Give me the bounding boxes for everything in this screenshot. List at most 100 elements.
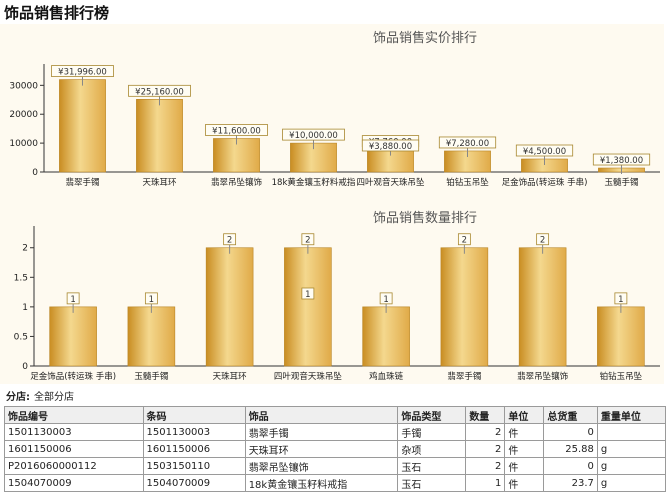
- table-row[interactable]: 1501130003 1501130003 翡翠手镯 手镯 2 件 0: [4, 423, 667, 441]
- amount-chart-panel: 饰品销售实价排行 0 10000 20000 30000 ¥31,996.00 翡翠手镯 ¥2…: [0, 24, 664, 206]
- amount-bar: [59, 79, 106, 173]
- quantity-data-label-box: [66, 292, 80, 305]
- amount-chart-title: 饰品销售实价排行: [373, 30, 477, 46]
- quantity-category-label: 翡翠手镯: [447, 371, 481, 382]
- quantity-data-label: 2: [540, 236, 545, 246]
- amount-data-label-box: [51, 65, 114, 77]
- store-filter-value[interactable]: 全部分店: [34, 392, 74, 403]
- amount-category-label: 四叶观音天珠吊坠: [356, 177, 425, 188]
- amount-data-label: ¥7,280.00: [446, 139, 489, 149]
- page-title: 饰品销售排行榜: [4, 4, 110, 22]
- quantity-chart: 饰品销售数量排行 0 0.5 1 1.5 2 1 足金饰品(转运珠 手串) 1 玉髓手镯 2 天珠耳环…: [14, 210, 660, 382]
- amount-y-tick-label: 30000: [9, 81, 38, 91]
- amount-y-tick-label: 10000: [9, 139, 38, 149]
- table-cell: 18k黄金镶玉籽料戒指: [244, 474, 399, 492]
- sales-table: 饰品编号 条码 饰品 饰品类型 数量 单位 总货重 重量单位 1501130003 150113…: [4, 406, 667, 492]
- quantity-category-label: 鸡血珠链: [369, 371, 404, 382]
- quantity-bar: [127, 306, 176, 367]
- table-cell: 天珠耳环: [244, 440, 399, 458]
- quantity-data-label-box: [614, 292, 628, 305]
- quantity-category-label: 四叶观音天珠吊坠: [274, 371, 343, 382]
- table-body: 1501130003 1501130003 翡翠手镯 手镯 2 件 0 1601150006 1…: [4, 423, 667, 492]
- quantity-category-label: 铂钻玉吊坠: [600, 371, 643, 382]
- table-cell: 件: [504, 457, 545, 475]
- table-cell: 0: [543, 423, 598, 441]
- amount-category-label: 天珠耳环: [142, 177, 177, 188]
- table-cell: 2: [465, 423, 506, 441]
- table-cell: 1: [465, 474, 506, 492]
- quantity-data-label: 1: [618, 295, 623, 305]
- amount-category-label: 玉髓手镯: [604, 177, 638, 188]
- table-cell: 2: [465, 457, 506, 475]
- quantity-category-label: 天珠耳环: [213, 371, 248, 382]
- quantity-overlap-label-box: [301, 287, 315, 300]
- amount-category-label: 足金饰品(转运珠 手串): [502, 177, 588, 188]
- store-filter: 分店: 全部分店: [6, 388, 74, 403]
- table-cell: 1501130003: [142, 423, 246, 441]
- column-header[interactable]: 饰品编号: [4, 406, 144, 424]
- column-header[interactable]: 数量: [465, 406, 506, 424]
- table-cell: 翡翠吊坠镶饰: [244, 457, 399, 475]
- table-cell: 件: [504, 474, 545, 492]
- quantity-category-label: 翡翠吊坠镶饰: [517, 371, 569, 382]
- table-cell: 1501130003: [4, 423, 144, 441]
- quantity-bar: [597, 306, 645, 367]
- amount-y-tick-label: 0: [32, 168, 38, 178]
- table-cell: 件: [504, 423, 545, 441]
- quantity-bar: [284, 247, 332, 367]
- amount-data-label-box: [515, 144, 574, 157]
- quantity-data-label-box: [223, 233, 237, 246]
- quantity-y-tick-label: 1: [22, 303, 28, 313]
- quantity-y-tick-label: 0: [22, 362, 28, 372]
- amount-data-label: ¥11,600.00: [212, 126, 261, 136]
- quantity-chart-title: 饰品销售数量排行: [373, 210, 477, 226]
- column-header[interactable]: 饰品类型: [397, 406, 467, 424]
- quantity-data-label-box: [144, 292, 158, 305]
- table-row[interactable]: 1601150006 1601150006 天珠耳环 杂项 2 件 25.88 g: [4, 440, 667, 458]
- store-filter-label: 分店:: [6, 392, 30, 403]
- table-cell: 1504070009: [142, 474, 246, 492]
- amount-data-label: ¥4,500.00: [523, 147, 566, 157]
- table-cell: g: [596, 474, 667, 492]
- quantity-bar: [362, 306, 410, 367]
- quantity-data-label: 2: [227, 236, 232, 246]
- column-header[interactable]: 总货重: [543, 406, 598, 424]
- amount-chart: 饰品销售实价排行 0 10000 20000 30000 ¥31,996.00 翡翠手镯 ¥2…: [9, 30, 660, 188]
- table-cell: 1601150006: [4, 440, 144, 458]
- amount-bar: [136, 99, 183, 173]
- quantity-data-label: 2: [462, 236, 467, 246]
- quantity-y-tick-label: 1.5: [14, 273, 28, 283]
- quantity-data-label-box: [301, 233, 315, 246]
- quantity-y-tick-label: 2: [22, 244, 28, 254]
- table-cell: 23.7: [543, 474, 598, 492]
- column-header[interactable]: 重量单位: [596, 406, 667, 424]
- amount-data-label-box: [438, 136, 497, 149]
- amount-data-label: ¥10,000.00: [289, 131, 338, 141]
- table-cell: g: [596, 457, 667, 475]
- table-cell: 2: [465, 440, 506, 458]
- quantity-data-label: 2: [305, 236, 310, 246]
- table-cell: g: [596, 440, 667, 458]
- table-row[interactable]: P2016060000112 1503150110 翡翠吊坠镶饰 玉石 2 件 0 g: [4, 457, 667, 475]
- table-cell: 手镯: [397, 423, 467, 441]
- amount-category-label: 翡翠手镯: [65, 177, 99, 188]
- table-cell: 翡翠手镯: [244, 423, 399, 441]
- table-cell: 1601150006: [142, 440, 246, 458]
- quantity-data-label-box: [379, 292, 393, 305]
- amount-category-label: 翡翠吊坠镶饰: [211, 177, 263, 188]
- quantity-category-label: 足金饰品(转运珠 手串): [30, 371, 116, 382]
- table-cell: 1503150110: [142, 457, 246, 475]
- table-cell: 杂项: [397, 440, 467, 458]
- column-header[interactable]: 饰品: [244, 406, 399, 424]
- amount-category-label: 铂钻玉吊坠: [446, 177, 489, 188]
- table-cell: P2016060000112: [4, 457, 144, 475]
- amount-y-tick-label: 20000: [9, 110, 38, 120]
- column-header[interactable]: 条码: [142, 406, 246, 424]
- quantity-y-tick-label: 0.5: [14, 332, 28, 342]
- quantity-data-label: 1: [149, 295, 154, 305]
- column-header[interactable]: 单位: [504, 406, 545, 424]
- table-row[interactable]: 1504070009 1504070009 18k黄金镶玉籽料戒指 玉石 1 件 23.7 g: [4, 474, 667, 492]
- amount-category-label: 18k黄金镶玉籽料戒指: [272, 177, 356, 188]
- quantity-data-label: 1: [70, 295, 75, 305]
- amount-overlap-label-box: [361, 139, 420, 152]
